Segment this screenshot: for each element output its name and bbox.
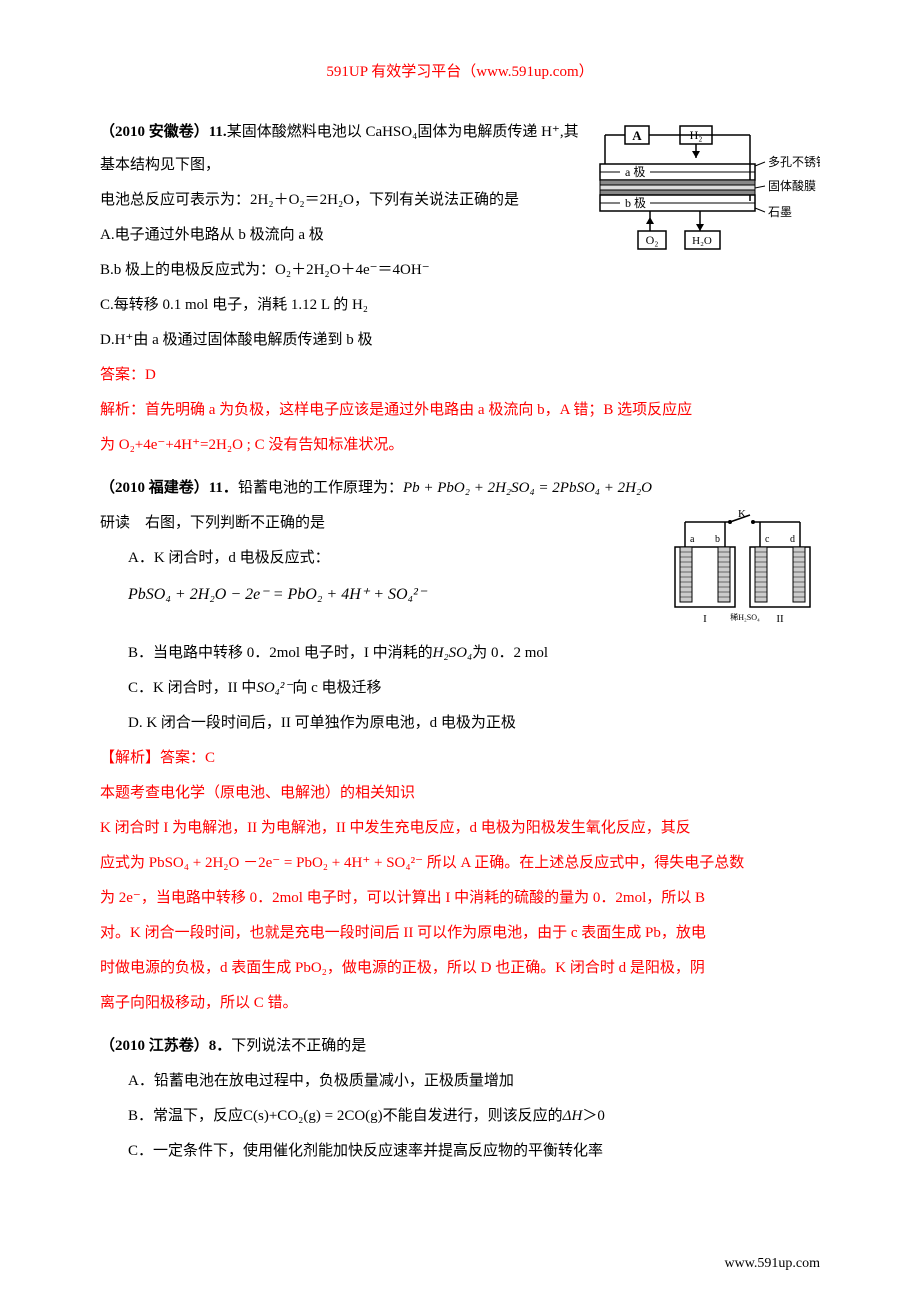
q2-expl-4: 对。K 闭合一段时间，也就是充电一段时间后 II 可以作为原电池，由于 c 表面… [100,917,820,950]
diagram-anno-2: 固体酸膜 [768,178,816,193]
q3-optC: C．一定条件下，使用催化剂能加快反应速率并提高反应物的平衡转化率 [100,1135,820,1168]
svg-text:a: a [690,534,695,545]
q2-optB: B．当电路中转移 0．2mol 电子时，I 中消耗的H₂SO₄为 0．2 mol [100,637,820,670]
svg-text:II: II [776,613,784,625]
q2-expl-1: K 闭合时 I 为电解池，II 为电解池，II 中发生充电反应，d 电极为阳极发… [100,812,820,845]
q3-optB: B．常温下，反应C(s)+CO₂(g) = 2CO(g)不能自发进行，则该反应的… [100,1100,820,1133]
diagram-label-O2: O₂ [646,233,659,247]
svg-text:c: c [765,534,770,545]
q2-answer: 【解析】答案：C [100,742,820,775]
q3-optA: A．铅蓄电池在放电过程中，负极质量减小，正极质量增加 [100,1065,820,1098]
svg-text:d: d [790,534,795,545]
q2-stem-line1: （2010 福建卷）11．铅蓄电池的工作原理为：Pb + PbO₂ + 2H₂S… [100,472,820,505]
fuel-cell-diagram: A H₂ a 极 b 极 O₂ H₂O 多孔不锈钢 固体酸膜 石墨 [590,116,820,266]
q2-expl-6: 离子向阳极移动，所以 C 错。 [100,987,820,1020]
q2-optC: C．K 闭合时，II 中SO₄²⁻向 c 电极迁移 [100,672,820,705]
q1-optC: C.每转移 0.1 mol 电子，消耗 1.12 L 的 H₂ [100,289,820,322]
page-header: 591UP 有效学习平台（www.591up.com） [100,60,820,81]
diagram-anno-3: 石墨 [768,205,792,219]
q1-expl-1: 解析：首先明确 a 为负极，这样电子应该是通过外电路由 a 极流向 b，A 错；… [100,394,820,427]
diagram-label-H2: H₂ [690,128,703,142]
q1-answer: 答案：D [100,359,820,392]
svg-text:稀H₂SO₄: 稀H₂SO₄ [730,612,760,622]
q3-stem: （2010 江苏卷）8．下列说法不正确的是 [100,1030,820,1063]
q2-expl-5: 时做电源的负极，d 表面生成 PbO₂，做电源的正极，所以 D 也正确。K 闭合… [100,952,820,985]
svg-text:b: b [715,534,720,545]
diagram-label-b: b 极 [625,196,646,210]
diagram-label-A: A [632,128,642,143]
circuit-diagram: K a b c d [670,507,820,637]
q2-expl-3: 为 2e⁻，当电路中转移 0．2mol 电子时，可以计算出 I 中消耗的硫酸的量… [100,882,820,915]
diagram-anno-1: 多孔不锈钢 [768,155,820,169]
svg-text:I: I [703,613,707,625]
diagram-label-H2O: H₂O [692,235,712,247]
q2-topic: 本题考查电化学（原电池、电解池）的相关知识 [100,777,820,810]
q2-optD: D. K 闭合一段时间后，II 可单独作为原电池，d 电极为正极 [100,707,820,740]
q2-expl-2: 应式为 PbSO₄ + 2H₂O －2e⁻ = PbO₂ + 4H⁺ + SO₄… [100,847,820,880]
q1-optD: D.H⁺由 a 极通过固体酸电解质传递到 b 极 [100,324,820,357]
page-footer: www.591up.com [724,1256,820,1272]
diagram-label-a: a 极 [625,165,645,179]
q1-expl-2: 为 O₂+4e⁻+4H⁺=2H₂O ; C 没有告知标准状况。 [100,429,820,462]
